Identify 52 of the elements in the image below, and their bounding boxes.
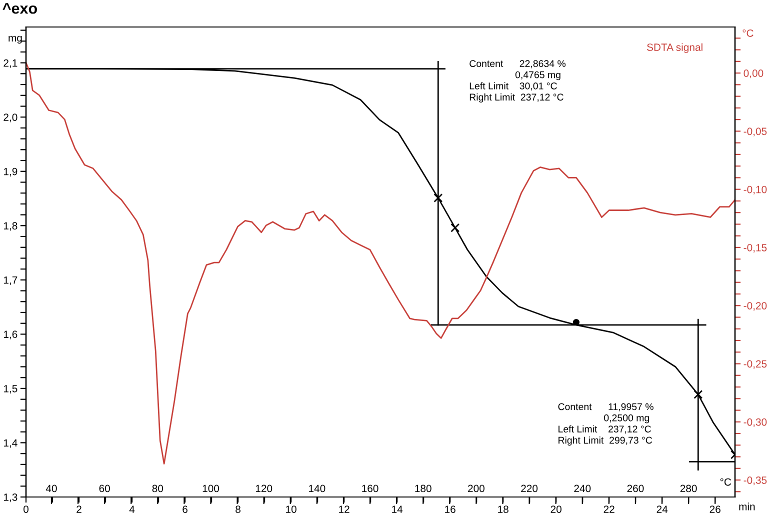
x2-tick-label: 40 (46, 484, 57, 492)
x2-tick-label: 280 (680, 484, 697, 492)
x-tick-label: 14 (392, 506, 403, 513)
y-tick-label: 1,5 (4, 385, 18, 394)
y-tick-label: 1,8 (4, 222, 18, 231)
x-tick-label: 18 (498, 506, 508, 513)
x2-tick-label: 180 (415, 484, 432, 492)
x-tick-label: 16 (445, 506, 456, 513)
y2-tick-label: -0,30 (744, 418, 767, 427)
y-tick-label: 2,0 (4, 114, 18, 122)
x-tick-label: 2 (76, 506, 82, 513)
x2-tick-label: 200 (468, 484, 484, 492)
x-tick-label: 12 (339, 506, 350, 513)
x2-tick-label: 220 (521, 484, 538, 492)
text: SDTA signal (647, 43, 702, 54)
y2-tick-label: -0,10 (744, 186, 767, 194)
annotation: Content 11,9957 % 0,2500 mg Left Limit 237,12 °C Right Limit 299,73 °C (558, 403, 654, 446)
x-tick-label: 26 (710, 506, 720, 513)
x2-tick-label: 140 (309, 484, 326, 492)
x-tick-label: 4 (129, 506, 135, 513)
x2-tick-label: 240 (574, 484, 591, 492)
x-tick-label: 10 (286, 506, 296, 513)
x-tick-label: 6 (182, 506, 188, 513)
x2-tick-label: 160 (362, 484, 378, 492)
y-tick-label: 1,7 (4, 276, 18, 286)
x2-tick-label: 60 (99, 484, 110, 492)
y2-tick-label: 0,00 (744, 70, 764, 78)
y-tick-label: 2,1 (4, 59, 18, 68)
x2-tick-label: 80 (152, 484, 164, 492)
y-tick-label: 1,9 (4, 168, 18, 176)
x-tick-label: 8 (236, 506, 240, 513)
x-axis-title: min (739, 502, 755, 510)
x2-tick-label: 260 (627, 484, 644, 492)
x2-tick-label: 120 (256, 484, 272, 492)
y2-tick-label: -0,25 (744, 360, 767, 369)
y2-tick-label: -0,05 (744, 128, 767, 136)
y2-tick-label: -0,35 (744, 476, 767, 486)
x-tick-label: 0 (24, 506, 28, 513)
y-tick-label: 1,6 (4, 330, 18, 340)
x-tick-label: 20 (550, 506, 562, 513)
y2-tick-label: -0,20 (744, 302, 767, 311)
annotation: Content 22,8634 % 0,4765 mg Left Limit 30,01 °C Right Limit 237,12 °C (470, 60, 566, 102)
y-tick-label: 1,4 (4, 439, 18, 448)
y2-axis-title: °C (742, 29, 754, 37)
y-tick-label: 1,3 (4, 494, 18, 502)
x2-tick-label: 100 (202, 484, 220, 492)
x2-axis-title: °C (720, 478, 732, 486)
chart-title: ^exo (2, 3, 37, 14)
x-tick-label: 22 (604, 506, 614, 513)
x-tick-label: 24 (656, 506, 668, 513)
y-axis-title: mg (8, 36, 22, 44)
y2-tick-label: -0,15 (744, 244, 767, 253)
